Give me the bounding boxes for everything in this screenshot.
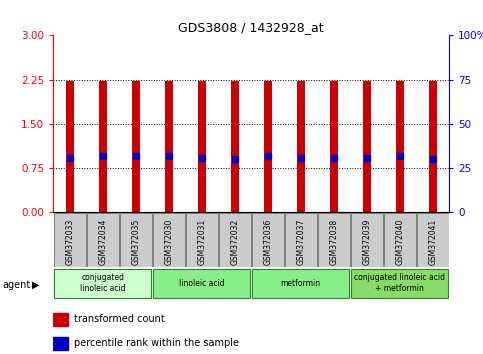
Title: GDS3808 / 1432928_at: GDS3808 / 1432928_at bbox=[178, 21, 324, 34]
Bar bbox=[99, 81, 107, 212]
Bar bbox=[230, 81, 239, 212]
Bar bbox=[416, 213, 449, 267]
Point bbox=[231, 156, 239, 161]
Bar bbox=[284, 213, 317, 267]
Text: transformed count: transformed count bbox=[74, 314, 165, 325]
Bar bbox=[153, 213, 185, 267]
Point bbox=[66, 155, 73, 160]
Point bbox=[297, 155, 304, 160]
Bar bbox=[131, 81, 140, 212]
Point bbox=[330, 155, 338, 160]
Text: metformin: metformin bbox=[281, 279, 321, 288]
Bar bbox=[351, 213, 383, 267]
Text: agent: agent bbox=[2, 280, 30, 290]
Text: conjugated
linoleic acid: conjugated linoleic acid bbox=[80, 274, 126, 293]
Text: GSM372038: GSM372038 bbox=[329, 219, 338, 265]
Bar bbox=[363, 81, 371, 212]
Text: GSM372030: GSM372030 bbox=[164, 219, 173, 266]
Bar bbox=[53, 337, 68, 350]
Bar bbox=[428, 81, 437, 212]
Text: linoleic acid: linoleic acid bbox=[179, 279, 225, 288]
Point bbox=[264, 154, 271, 159]
Bar bbox=[54, 269, 151, 298]
Point bbox=[165, 154, 172, 159]
Bar bbox=[198, 81, 206, 212]
Bar bbox=[153, 269, 250, 298]
Bar bbox=[351, 269, 448, 298]
Text: conjugated linoleic acid
+ metformin: conjugated linoleic acid + metformin bbox=[354, 274, 445, 293]
Point bbox=[99, 153, 107, 159]
Bar bbox=[252, 269, 349, 298]
Text: GSM372037: GSM372037 bbox=[296, 219, 305, 266]
Text: GSM372040: GSM372040 bbox=[395, 219, 404, 266]
Bar bbox=[329, 81, 338, 212]
Point bbox=[429, 156, 437, 161]
Point bbox=[363, 155, 370, 160]
Text: GSM372036: GSM372036 bbox=[263, 219, 272, 266]
Bar bbox=[54, 213, 86, 267]
Bar bbox=[66, 81, 74, 212]
Point bbox=[132, 154, 140, 159]
Bar bbox=[317, 213, 350, 267]
Bar bbox=[297, 81, 305, 212]
Text: percentile rank within the sample: percentile rank within the sample bbox=[74, 338, 240, 348]
Bar bbox=[53, 313, 68, 326]
Bar bbox=[384, 213, 416, 267]
Bar bbox=[165, 81, 173, 212]
Text: GSM372039: GSM372039 bbox=[362, 219, 371, 266]
Bar bbox=[218, 213, 251, 267]
Text: ▶: ▶ bbox=[32, 280, 40, 290]
Bar bbox=[86, 213, 119, 267]
Text: GSM372035: GSM372035 bbox=[131, 219, 140, 266]
Text: GSM372032: GSM372032 bbox=[230, 219, 239, 265]
Bar bbox=[252, 213, 284, 267]
Text: GSM372034: GSM372034 bbox=[98, 219, 107, 266]
Point bbox=[198, 155, 206, 160]
Bar bbox=[396, 81, 404, 212]
Bar bbox=[264, 81, 272, 212]
Text: GSM372041: GSM372041 bbox=[428, 219, 437, 265]
Text: GSM372031: GSM372031 bbox=[197, 219, 206, 265]
Point bbox=[396, 154, 403, 159]
Bar bbox=[119, 213, 152, 267]
Bar bbox=[185, 213, 218, 267]
Text: GSM372033: GSM372033 bbox=[65, 219, 74, 266]
